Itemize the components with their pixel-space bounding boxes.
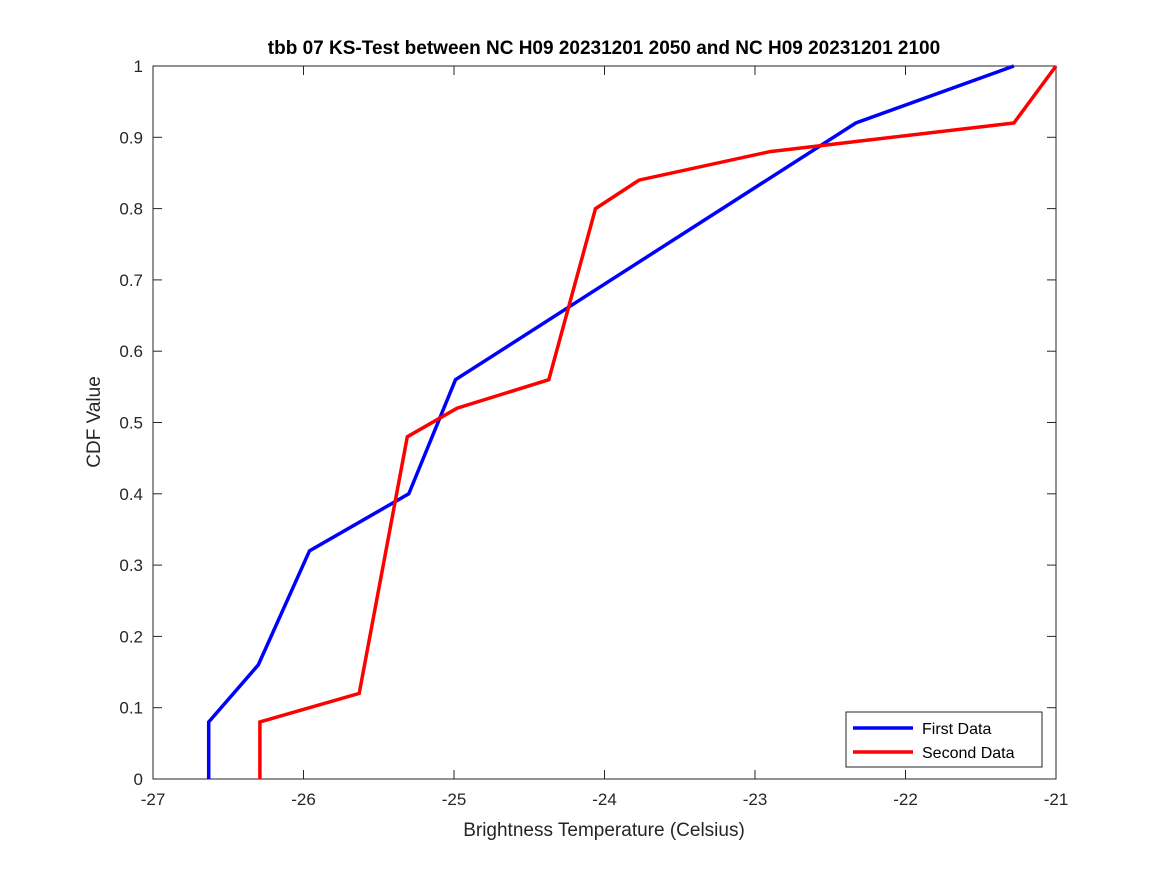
legend: First Data Second Data — [845, 711, 1043, 768]
y-axis-label: CDF Value — [84, 376, 105, 468]
y-tick-label: 0.6 — [119, 342, 143, 361]
x-tick-label: -25 — [442, 790, 467, 809]
plot-area — [152, 65, 1057, 780]
chart-title: tbb 07 KS-Test between NC H09 20231201 2… — [268, 38, 940, 59]
series-lines — [206, 64, 1058, 779]
legend-label-second: Second Data — [922, 745, 1015, 762]
x-tick-label: -22 — [893, 790, 918, 809]
y-tick-label: 1 — [134, 57, 143, 76]
y-tick-label: 0.2 — [119, 627, 143, 646]
x-tick-label: -21 — [1044, 790, 1069, 809]
x-tick-label: -23 — [743, 790, 768, 809]
y-tick-label: 0.4 — [119, 485, 143, 504]
y-tick-label: 0.5 — [119, 414, 143, 433]
x-axis-label: Brightness Temperature (Celsius) — [463, 820, 745, 841]
y-tick-label: 0.7 — [119, 271, 143, 290]
series-line-first — [206, 64, 1015, 779]
x-tick-label: -24 — [592, 790, 617, 809]
x-tick-label: -26 — [291, 790, 316, 809]
y-tick-label: 0 — [134, 770, 143, 789]
legend-label-first: First Data — [922, 721, 991, 738]
series-line-second — [258, 64, 1058, 779]
y-tick-label: 0.9 — [119, 128, 143, 147]
x-tick-label: -27 — [141, 790, 166, 809]
axis-ticks: -27 -26 -25 -24 -23 -22 -21 0 0.1 0.2 0.3 0.4 0.5 0.6… — [119, 57, 1068, 809]
y-tick-label: 0.1 — [119, 699, 143, 718]
y-tick-label: 0.3 — [119, 556, 143, 575]
legend-box — [845, 711, 1043, 768]
y-tick-label: 0.8 — [119, 200, 143, 219]
